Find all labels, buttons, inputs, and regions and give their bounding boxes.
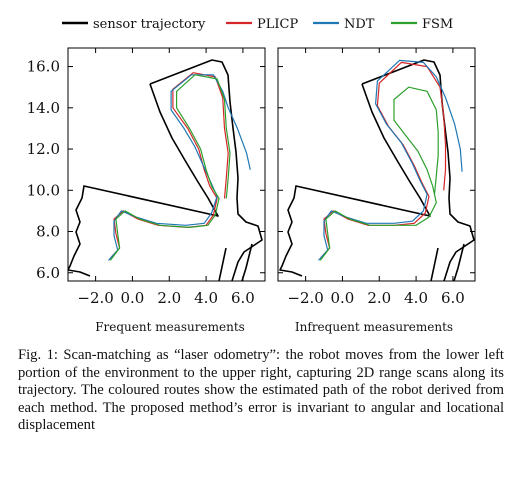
y-tick-label-0: 6.0 bbox=[36, 264, 60, 282]
trajectory-line-infrequent-2 bbox=[319, 86, 439, 261]
panel-infrequent: −2.0 0.0 2.0 4.0 6.0 Infrequent measurements bbox=[277, 47, 476, 334]
trajectory-line-frequent-2 bbox=[109, 74, 231, 261]
y-tick-label-1: 8.0 bbox=[36, 223, 60, 241]
figure: sensor trajectory PLICP NDT FSM 6.0 8.0 10… bbox=[27, 17, 476, 334]
x-tick-label-frequent-3: 4.0 bbox=[194, 289, 218, 307]
x-tick-label-frequent-1: 0.0 bbox=[121, 289, 145, 307]
x-tick-label-frequent-4: 6.0 bbox=[231, 289, 255, 307]
x-tick-label-frequent-2: 2.0 bbox=[157, 289, 181, 307]
x-tick-label-infrequent-4: 6.0 bbox=[441, 289, 465, 307]
axes-frame-frequent bbox=[67, 47, 266, 282]
legend-label-fsm: FSM bbox=[422, 17, 453, 32]
environment-map-frequent bbox=[68, 59, 263, 281]
y-axis-ticks-frequent: 6.0 8.0 10.0 12.0 14.0 16.0 bbox=[27, 58, 265, 282]
environment-map-infrequent bbox=[279, 59, 475, 281]
x-tick-label-frequent-0: −2.0 bbox=[77, 289, 113, 307]
x-axis-ticks-infrequent: −2.0 0.0 2.0 4.0 6.0 bbox=[278, 48, 475, 307]
y-tick-label-3: 12.0 bbox=[27, 140, 60, 158]
panel-title-infrequent: Infrequent measurements bbox=[295, 320, 453, 334]
legend: sensor trajectory PLICP NDT FSM bbox=[62, 17, 453, 32]
legend-label-sensor-trajectory: sensor trajectory bbox=[93, 17, 206, 32]
y-tick-label-2: 10.0 bbox=[27, 181, 60, 199]
panel-frequent: 6.0 8.0 10.0 12.0 14.0 16.0 −2.0 0.0 2.0 4.0 6.0 … bbox=[27, 47, 266, 334]
trajectories-frequent bbox=[108, 72, 251, 261]
trajectory-line-infrequent-0 bbox=[319, 61, 447, 259]
x-tick-label-infrequent-0: −2.0 bbox=[287, 289, 323, 307]
trajectory-line-infrequent-1 bbox=[318, 59, 463, 261]
x-tick-label-infrequent-1: 0.0 bbox=[331, 289, 355, 307]
x-tick-label-infrequent-2: 2.0 bbox=[367, 289, 391, 307]
trajectories-infrequent bbox=[318, 59, 463, 261]
trajectory-line-frequent-0 bbox=[109, 72, 229, 259]
legend-label-plicp: PLICP bbox=[257, 17, 298, 32]
y-tick-label-4: 14.0 bbox=[27, 99, 60, 117]
panel-title-frequent: Frequent measurements bbox=[95, 320, 245, 334]
x-axis-ticks-frequent: −2.0 0.0 2.0 4.0 6.0 bbox=[77, 48, 255, 307]
x-tick-label-infrequent-3: 4.0 bbox=[404, 289, 428, 307]
legend-label-ndt: NDT bbox=[344, 17, 375, 32]
axes-frame-infrequent bbox=[277, 47, 476, 282]
figure-caption: Fig. 1: Scan-matching as “laser odometry… bbox=[18, 347, 504, 434]
y-tick-label-5: 16.0 bbox=[27, 58, 60, 76]
